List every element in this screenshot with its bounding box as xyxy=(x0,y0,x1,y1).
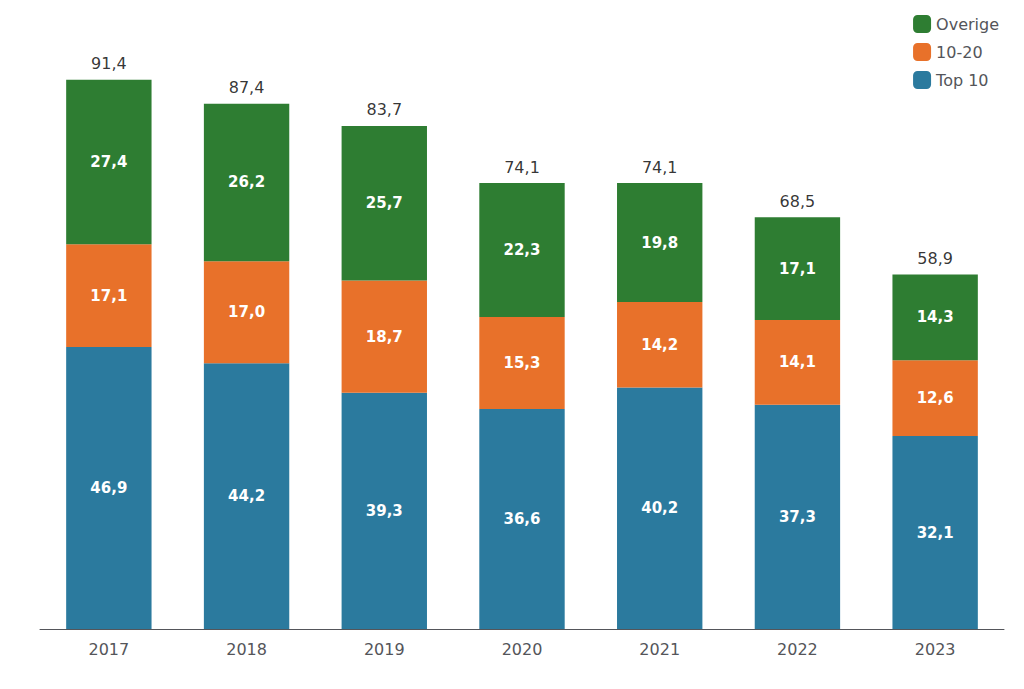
svg-text:2018: 2018 xyxy=(226,640,267,659)
svg-text:2017: 2017 xyxy=(88,640,129,659)
svg-text:2020: 2020 xyxy=(502,640,543,659)
svg-text:18,7: 18,7 xyxy=(366,328,403,346)
svg-text:46,9: 46,9 xyxy=(90,479,127,497)
svg-text:15,3: 15,3 xyxy=(503,354,540,372)
svg-text:2021: 2021 xyxy=(639,640,680,659)
svg-text:26,2: 26,2 xyxy=(228,173,265,191)
svg-text:40,2: 40,2 xyxy=(641,499,678,517)
svg-text:Top 10: Top 10 xyxy=(935,71,988,90)
svg-text:14,2: 14,2 xyxy=(641,336,678,354)
svg-text:27,4: 27,4 xyxy=(90,153,127,171)
svg-text:17,0: 17,0 xyxy=(228,303,265,321)
svg-text:17,1: 17,1 xyxy=(90,287,127,305)
svg-text:22,3: 22,3 xyxy=(503,241,540,259)
svg-text:2023: 2023 xyxy=(915,640,956,659)
svg-text:14,1: 14,1 xyxy=(779,353,816,371)
svg-text:14,3: 14,3 xyxy=(917,308,954,326)
svg-text:68,5: 68,5 xyxy=(780,192,816,211)
svg-text:17,1: 17,1 xyxy=(779,260,816,278)
svg-text:2022: 2022 xyxy=(777,640,818,659)
svg-text:2019: 2019 xyxy=(364,640,405,659)
svg-text:58,9: 58,9 xyxy=(917,249,953,268)
svg-text:Overige: Overige xyxy=(936,15,999,34)
svg-text:39,3: 39,3 xyxy=(366,502,403,520)
svg-text:32,1: 32,1 xyxy=(917,524,954,542)
svg-text:74,1: 74,1 xyxy=(642,158,678,177)
svg-text:83,7: 83,7 xyxy=(366,100,402,119)
svg-text:44,2: 44,2 xyxy=(228,487,265,505)
svg-text:36,6: 36,6 xyxy=(503,510,540,528)
svg-text:87,4: 87,4 xyxy=(229,78,265,97)
svg-text:74,1: 74,1 xyxy=(504,158,540,177)
svg-text:91,4: 91,4 xyxy=(91,54,127,73)
svg-text:37,3: 37,3 xyxy=(779,508,816,526)
svg-text:10-20: 10-20 xyxy=(936,43,983,62)
svg-text:19,8: 19,8 xyxy=(641,234,678,252)
svg-text:25,7: 25,7 xyxy=(366,194,403,212)
svg-text:12,6: 12,6 xyxy=(917,389,954,407)
